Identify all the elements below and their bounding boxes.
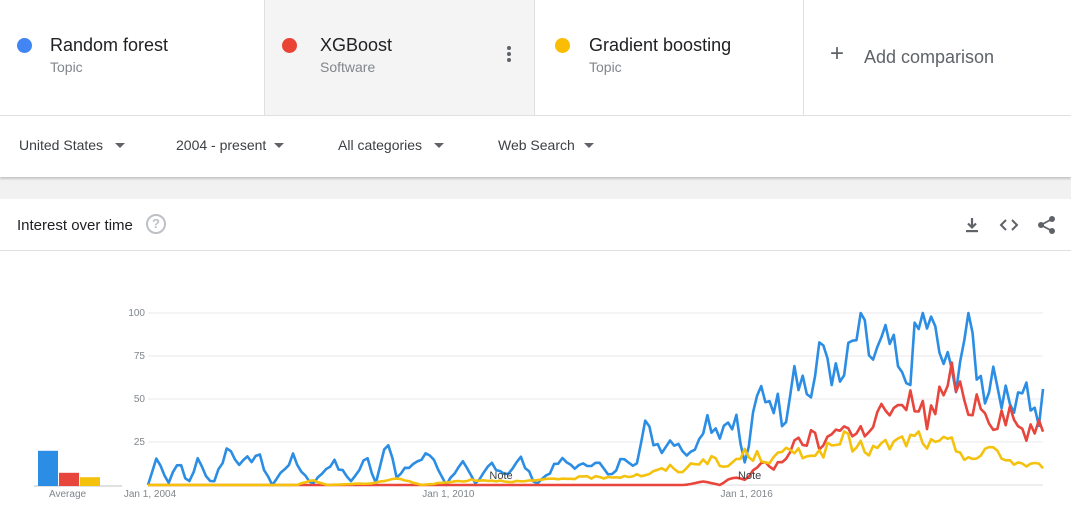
help-icon[interactable]: ? [146,214,166,234]
chart-notes: Note Note [489,470,761,482]
share-icon[interactable] [1036,214,1058,236]
add-comparison-label: Add comparison [864,47,995,67]
term-type: Topic [50,59,83,75]
average-bar [38,450,58,486]
category-filter-label: All categories [338,137,423,153]
dropdown-caret-icon [434,142,445,148]
term-card-gradient-boosting[interactable]: Gradient boosting Topic [535,0,804,115]
property-filter-label: Web Search [498,137,575,153]
time-filter-dropdown[interactable]: 2004 - present [176,137,285,153]
term-name: Random forest [50,35,169,55]
category-filter-dropdown[interactable]: All categories [338,137,445,153]
card-header: Interest over time ? [0,199,1071,251]
series-color-dot [282,38,297,53]
chart-series [146,311,1045,487]
add-comparison-button[interactable]: + Add comparison [804,0,1071,115]
dropdown-caret-icon [583,142,594,148]
property-filter-dropdown[interactable]: Web Search [498,137,594,153]
dropdown-caret-icon [274,142,285,148]
y-tick-label: 25 [134,437,146,448]
term-type: Topic [589,59,622,75]
dropdown-caret-icon [115,142,126,148]
x-tick-label: Jan 1, 2010 [422,489,475,500]
term-name: XGBoost [320,35,393,55]
chart-note-label: Note [489,470,512,482]
interest-over-time-card: Interest over time ? [0,199,1071,529]
time-filter-label: 2004 - present [176,137,267,153]
x-tick-label: Jan 1, 2004 [124,489,177,500]
average-bar [59,472,79,486]
series-line [148,430,1044,487]
card-title: Interest over time [17,217,133,234]
more-options-icon[interactable] [506,46,512,64]
series-line [146,311,1045,487]
embed-icon[interactable] [998,214,1020,236]
region-filter-label: United States [19,137,104,153]
average-bars [34,450,122,487]
y-tick-label: 75 [134,351,146,362]
chart-note-label: Note [738,470,761,482]
term-card-random-forest[interactable]: Random forest Topic [0,0,265,115]
average-bar [80,477,100,486]
y-tick-label: 50 [134,394,146,405]
filter-bar: United States 2004 - present All categor… [0,116,1071,177]
chart-ticks: 25 50 75 100 Jan 1, 2004 Jan 1, 2010 Jan 1, 20… [124,308,773,500]
region-filter-dropdown[interactable]: United States [19,137,126,153]
term-card-xgboost[interactable]: XGBoost Software [265,0,535,115]
x-tick-label: Jan 1, 2016 [721,489,774,500]
series-color-dot [17,38,32,53]
term-name: Gradient boosting [589,35,732,55]
series-line [148,361,1045,487]
average-label: Average [49,489,87,500]
y-tick-label: 100 [128,308,145,319]
plus-icon: + [830,40,845,67]
compare-bar: Random forest Topic XGBoost Software Gra… [0,0,1071,116]
series-color-dot [555,38,570,53]
download-icon[interactable] [961,214,983,236]
term-type: Software [320,59,376,75]
